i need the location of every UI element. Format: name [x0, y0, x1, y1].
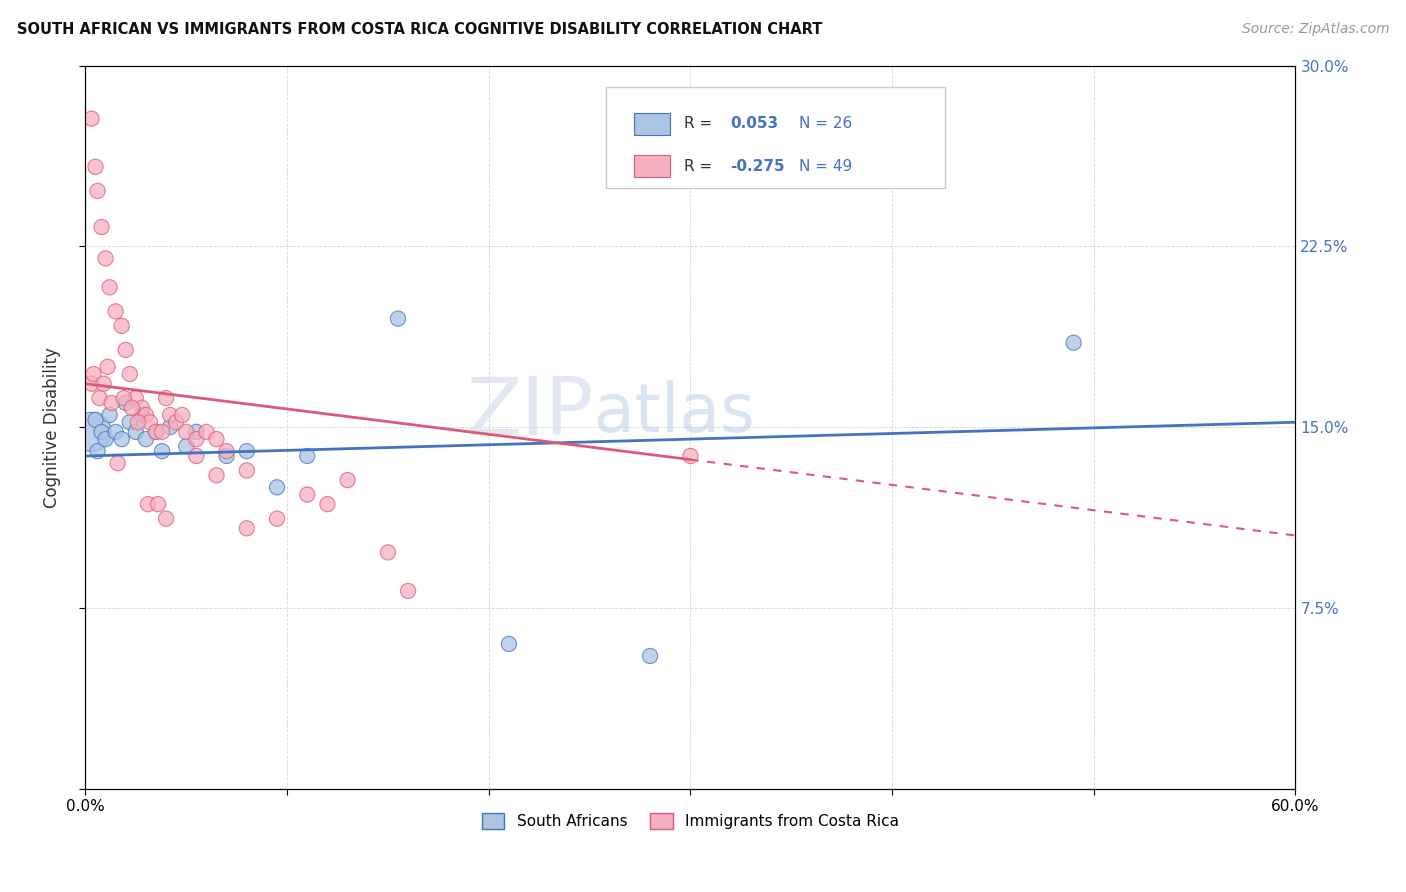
Point — [316, 497, 339, 511]
Point — [498, 637, 520, 651]
Text: R =: R = — [685, 159, 717, 174]
Point — [107, 456, 129, 470]
Text: 0.053: 0.053 — [730, 116, 779, 131]
Point — [90, 425, 112, 439]
Point — [165, 415, 187, 429]
Point — [135, 432, 157, 446]
Point — [679, 449, 702, 463]
Point — [84, 413, 107, 427]
Point — [80, 112, 103, 126]
Point — [377, 545, 399, 559]
Point — [215, 444, 238, 458]
Point — [396, 583, 419, 598]
Text: R =: R = — [685, 116, 717, 131]
Point — [215, 449, 238, 463]
Point — [114, 396, 136, 410]
Point — [136, 497, 159, 511]
Point — [121, 401, 143, 415]
Point — [94, 432, 117, 446]
Point — [155, 391, 177, 405]
Point — [89, 391, 111, 405]
Point — [155, 511, 177, 525]
Point — [297, 487, 319, 501]
Point — [172, 408, 194, 422]
Point — [150, 444, 173, 458]
Point — [174, 439, 197, 453]
Point — [205, 468, 228, 483]
Point — [387, 311, 409, 326]
Point — [236, 521, 259, 535]
Point — [336, 473, 359, 487]
Point — [186, 449, 208, 463]
Point — [266, 511, 288, 525]
Point — [112, 391, 135, 405]
Text: Source: ZipAtlas.com: Source: ZipAtlas.com — [1241, 22, 1389, 37]
Point — [93, 376, 115, 391]
Point — [80, 425, 103, 439]
Point — [236, 444, 259, 458]
Point — [127, 415, 149, 429]
Point — [186, 432, 208, 446]
Point — [131, 408, 153, 422]
Point — [86, 184, 108, 198]
Legend: South Africans, Immigrants from Costa Rica: South Africans, Immigrants from Costa Ri… — [475, 807, 905, 835]
Point — [97, 359, 120, 374]
Point — [80, 376, 103, 391]
Point — [1063, 335, 1085, 350]
Point — [104, 425, 127, 439]
Point — [118, 367, 141, 381]
Text: atlas: atlas — [593, 380, 755, 446]
Text: SOUTH AFRICAN VS IMMIGRANTS FROM COSTA RICA COGNITIVE DISABILITY CORRELATION CHA: SOUTH AFRICAN VS IMMIGRANTS FROM COSTA R… — [17, 22, 823, 37]
Point — [145, 425, 167, 439]
Point — [125, 391, 148, 405]
Point — [135, 408, 157, 422]
Point — [125, 425, 148, 439]
Point — [145, 425, 167, 439]
Y-axis label: Cognitive Disability: Cognitive Disability — [44, 347, 60, 508]
Point — [98, 408, 121, 422]
Point — [205, 432, 228, 446]
Point — [90, 220, 112, 235]
Point — [131, 401, 153, 415]
Bar — [634, 113, 669, 135]
Point — [84, 160, 107, 174]
Text: -0.275: -0.275 — [730, 159, 785, 174]
Text: N = 49: N = 49 — [800, 159, 852, 174]
Point — [266, 480, 288, 494]
Point — [159, 420, 181, 434]
Point — [94, 252, 117, 266]
Bar — [634, 155, 669, 177]
Text: N = 26: N = 26 — [800, 116, 852, 131]
Point — [236, 463, 259, 477]
Point — [104, 304, 127, 318]
Point — [139, 415, 162, 429]
Point — [297, 449, 319, 463]
FancyBboxPatch shape — [606, 87, 945, 188]
Point — [98, 280, 121, 294]
Point — [159, 408, 181, 422]
Point — [146, 497, 169, 511]
Text: ZIP: ZIP — [467, 374, 593, 451]
Point — [186, 425, 208, 439]
Point — [82, 367, 104, 381]
Point — [86, 444, 108, 458]
Point — [195, 425, 218, 439]
Point — [111, 318, 134, 333]
Point — [150, 425, 173, 439]
Point — [174, 425, 197, 439]
Point — [100, 396, 122, 410]
Point — [638, 648, 661, 663]
Point — [114, 343, 136, 357]
Point — [111, 432, 134, 446]
Point — [118, 415, 141, 429]
